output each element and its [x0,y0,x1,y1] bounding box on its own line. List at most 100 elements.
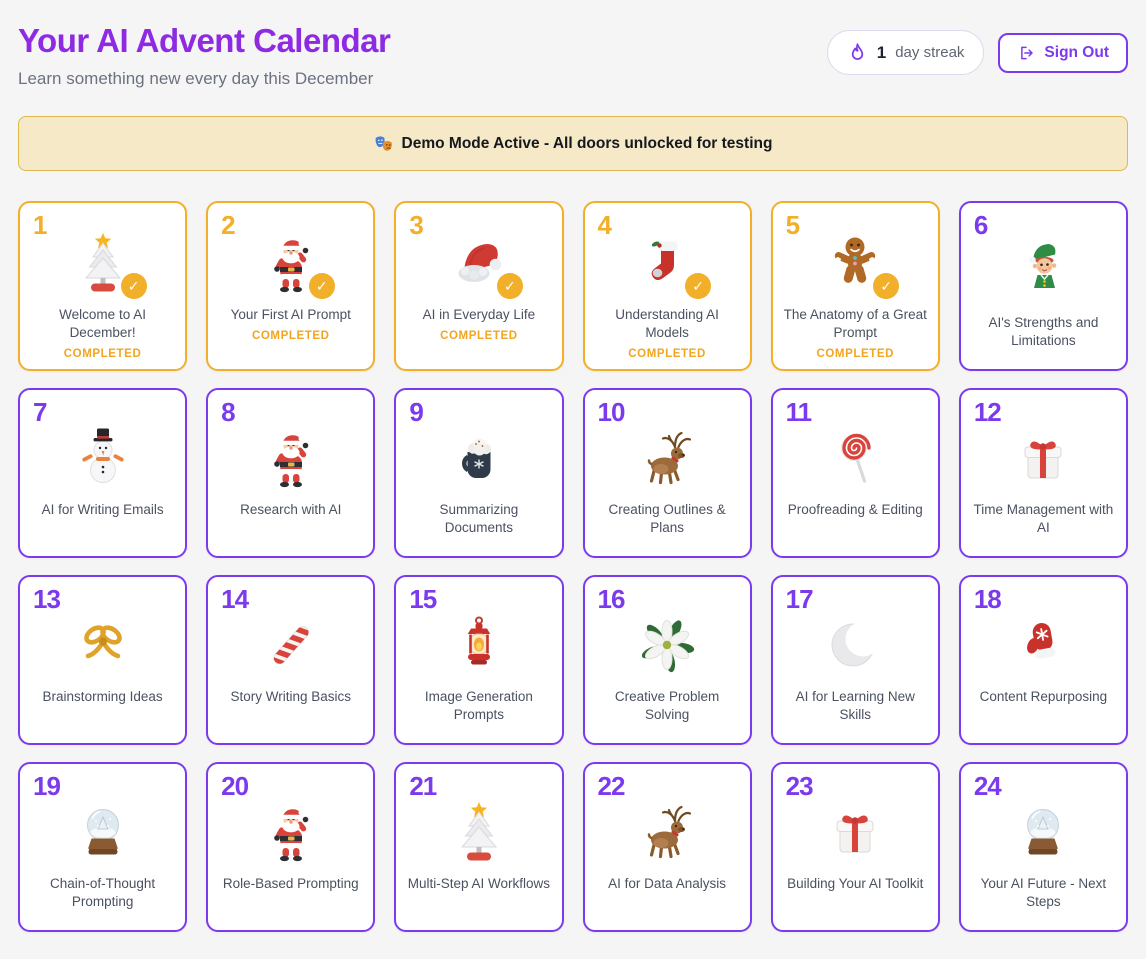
door-number: 9 [409,397,424,427]
door-card-23[interactable]: 23 Building Your AI Toolkit [770,762,940,932]
door-card-8[interactable]: 8 Research with AI [206,388,376,558]
door-number: 14 [221,584,249,614]
door-card-18[interactable]: 18 Content Repurposing [958,575,1128,745]
snow-globe-icon [71,800,135,864]
poinsettia-icon [635,613,699,677]
santa-hat-icon-wrap: ✓ [447,231,523,299]
snow-globe-icon-wrap [71,800,135,864]
door-card-5[interactable]: 5 ✓ The Anatomy of a Great Prompt COMPLE… [770,201,940,371]
header: Your AI Advent Calendar Learn something … [18,22,1128,89]
gold-bow-icon-wrap [71,613,135,677]
stocking-icon-wrap: ✓ [635,231,712,299]
gift-icon-wrap [1011,426,1075,490]
door-card-16[interactable]: 16 Creative Problem Solving [582,575,752,745]
door-title: Understanding AI Models [615,307,719,341]
door-card-24[interactable]: 24 Your AI Future - Next Steps [958,762,1128,932]
door-card-19[interactable]: 19 Chain-of-Thought Prompting [18,762,188,932]
christmas-tree-icon [447,800,511,864]
door-number: 13 [33,584,61,614]
door-card-2[interactable]: 2 ✓ Your First AI Prompt COMPLETED [206,201,376,371]
door-card-20[interactable]: 20 Role-Based Prompting [206,762,376,932]
gift-icon [1011,426,1075,490]
door-number: 11 [785,397,812,427]
door-title: Creating Outlines & Plans [608,502,726,536]
streak-badge: 1 day streak [826,30,985,75]
page-title: Your AI Advent Calendar [18,22,391,59]
door-number: 24 [973,771,1002,801]
reindeer-icon [635,800,699,864]
door-title: AI for Data Analysis [608,876,726,891]
gift-icon-wrap [823,800,887,864]
cocoa-mug-icon-wrap [447,426,511,490]
snowman-icon [71,426,135,490]
doors-grid: 1 ✓ Welcome to AI December! COMPLETED 2 … [18,201,1128,932]
gingerbread-icon-wrap: ✓ [823,231,900,299]
candy-cane-icon [259,613,323,677]
door-title: Chain-of-Thought Prompting [50,876,156,910]
santa-icon [259,426,323,490]
door-card-7[interactable]: 7 AI for Writing Emails [18,388,188,558]
sign-out-label: Sign Out [1044,43,1109,61]
header-text: Your AI Advent Calendar Learn something … [18,22,391,89]
door-card-13[interactable]: 13 Brainstorming Ideas [18,575,188,745]
mitten-icon-wrap [1011,613,1075,677]
demo-mode-banner: Demo Mode Active - All doors unlocked fo… [18,116,1128,171]
check-badge: ✓ [120,273,147,299]
door-status-completed: COMPLETED [440,330,518,343]
door-number: 23 [785,771,814,801]
door-card-17[interactable]: 17 AI for Learning New Skills [770,575,940,745]
lollipop-icon-wrap [823,426,887,490]
christmas-tree-icon-wrap [447,800,511,864]
door-title: Multi-Step AI Workflows [407,876,551,891]
door-status-completed: COMPLETED [251,330,330,343]
check-badge: ✓ [308,273,335,299]
door-title: Creative Problem Solving [614,689,720,723]
crescent-moon-icon-wrap [823,613,887,677]
door-card-10[interactable]: 10 Creating Outlines & Plans [582,388,752,558]
door-number: 21 [409,771,437,801]
sign-out-button[interactable]: Sign Out [998,32,1128,73]
snowman-icon-wrap [71,426,135,490]
crescent-moon-icon [823,613,887,677]
door-card-12[interactable]: 12 Time Management with AI [958,388,1128,558]
flame-icon [847,42,868,63]
reindeer-icon-wrap [635,426,699,490]
door-card-22[interactable]: 22 AI for Data Analysis [582,762,752,932]
door-number: 5 [785,210,801,240]
door-card-3[interactable]: 3 ✓ AI in Everyday Life COMPLETED [394,201,564,371]
sign-out-icon [1017,44,1035,62]
door-title: AI for Learning New Skills [795,689,915,723]
poinsettia-icon-wrap [635,613,699,677]
door-number: 6 [973,210,989,240]
candy-cane-icon-wrap [259,613,323,677]
door-card-14[interactable]: 14 Story Writing Basics [206,575,376,745]
door-title: Summarizing Documents [439,502,519,536]
theater-masks-icon [374,134,394,154]
lantern-icon [447,613,511,677]
door-card-6[interactable]: 6 AI's Strengths and Limitations [958,201,1128,371]
santa-icon [259,800,323,864]
door-status-completed: COMPLETED [63,348,142,361]
door-number: 19 [33,771,61,801]
door-number: 2 [221,210,236,240]
door-number: 4 [597,210,613,240]
door-card-9[interactable]: 9 Summarizing Documents [394,388,564,558]
door-number: 7 [33,397,48,427]
cocoa-mug-icon [447,426,511,490]
check-badge: ✓ [496,273,523,299]
door-card-15[interactable]: 15 Image Generation Prompts [394,575,564,745]
door-card-1[interactable]: 1 ✓ Welcome to AI December! COMPLETED [18,201,188,371]
reindeer-icon-wrap [635,800,699,864]
door-number: 17 [785,584,814,614]
door-title: Content Repurposing [979,689,1108,704]
elf-icon [1011,239,1075,303]
door-title: Role-Based Prompting [222,876,359,891]
door-card-4[interactable]: 4 ✓ Understanding AI Models COMPLETED [582,201,752,371]
gold-bow-icon [71,613,135,677]
door-number: 22 [597,771,626,801]
door-card-11[interactable]: 11 Proofreading & Editing [770,388,940,558]
door-card-21[interactable]: 21 Multi-Step AI Workflows [394,762,564,932]
door-number: 8 [221,397,236,427]
door-number: 12 [973,397,1002,427]
